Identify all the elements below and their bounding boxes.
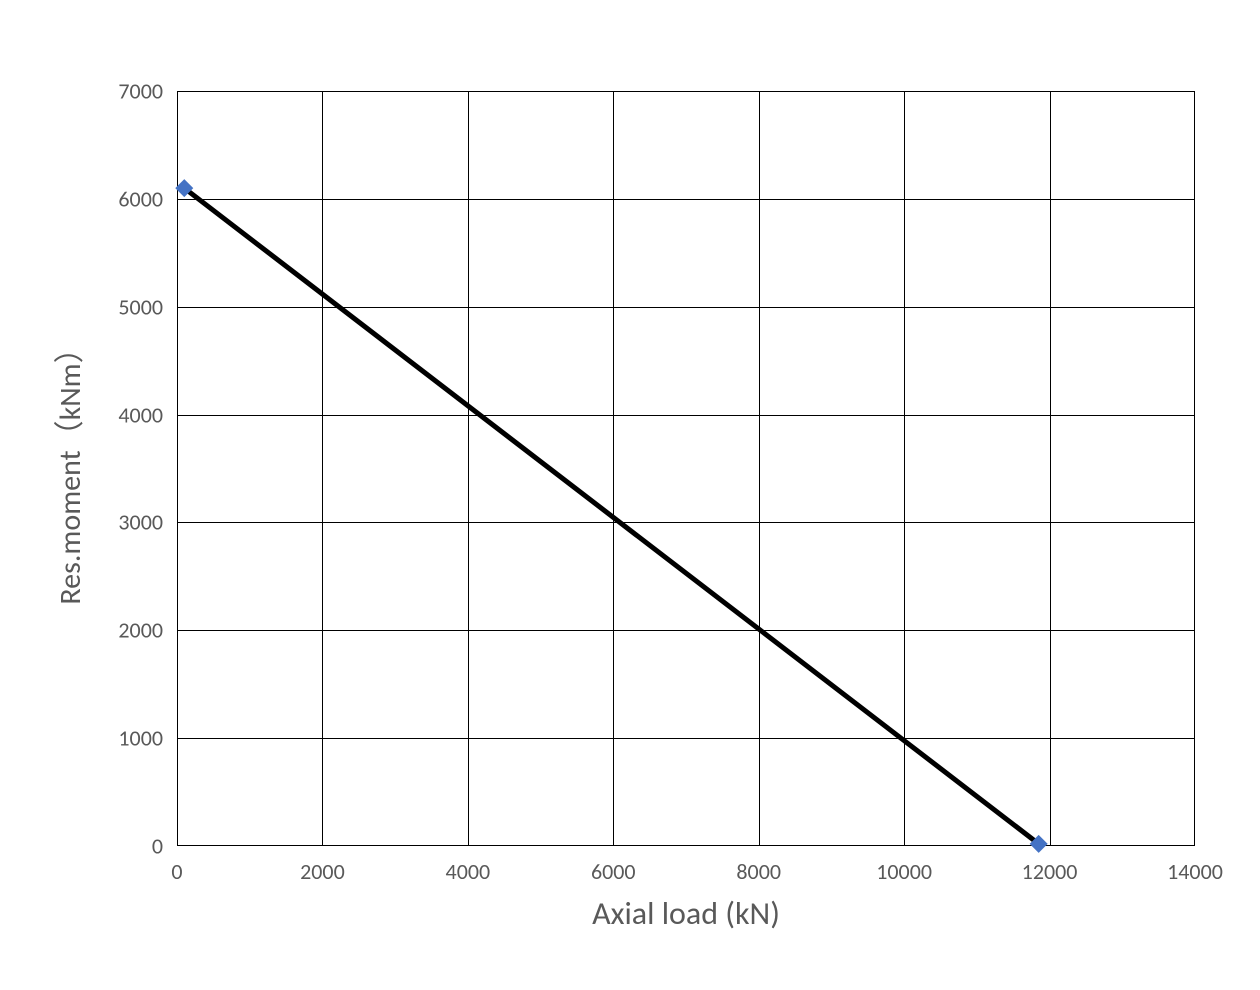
- y-tick-label: 2000: [118, 617, 163, 644]
- plot-area: [177, 91, 1195, 846]
- x-tick-label: 6000: [591, 858, 636, 885]
- y-tick-label: 3000: [118, 509, 163, 536]
- x-tick-label: 12000: [1022, 858, 1078, 885]
- gridline-vertical: [613, 91, 614, 846]
- gridline-vertical: [1050, 91, 1051, 846]
- x-tick-label: 14000: [1167, 858, 1223, 885]
- gridline-horizontal: [177, 415, 1195, 416]
- x-axis-label: Axial load (kN): [592, 894, 780, 933]
- x-tick-label: 8000: [736, 858, 781, 885]
- gridline-horizontal: [177, 630, 1195, 631]
- y-axis-label: Res.moment（kNm）: [45, 333, 89, 604]
- y-tick-label: 4000: [118, 401, 163, 428]
- y-tick-label: 7000: [118, 78, 163, 105]
- gridline-vertical: [468, 91, 469, 846]
- gridline-vertical: [322, 91, 323, 846]
- x-tick-label: 10000: [876, 858, 932, 885]
- y-tick-label: 6000: [118, 185, 163, 212]
- series-line: [184, 188, 1038, 844]
- gridline-horizontal: [177, 522, 1195, 523]
- gridline-vertical: [904, 91, 905, 846]
- gridline-horizontal: [177, 738, 1195, 739]
- gridline-horizontal: [177, 199, 1195, 200]
- y-tick-label: 1000: [118, 725, 163, 752]
- x-tick-label: 2000: [300, 858, 345, 885]
- gridline-vertical: [759, 91, 760, 846]
- x-tick-label: 0: [171, 858, 182, 885]
- y-tick-label: 5000: [118, 293, 163, 320]
- plot-svg-overlay: [177, 91, 1195, 846]
- x-tick-label: 4000: [446, 858, 491, 885]
- gridline-horizontal: [177, 307, 1195, 308]
- chart-stage: Axial load (kN) Res.moment（kNm） 0 2000 400…: [0, 0, 1260, 990]
- y-tick-label: 0: [152, 833, 163, 860]
